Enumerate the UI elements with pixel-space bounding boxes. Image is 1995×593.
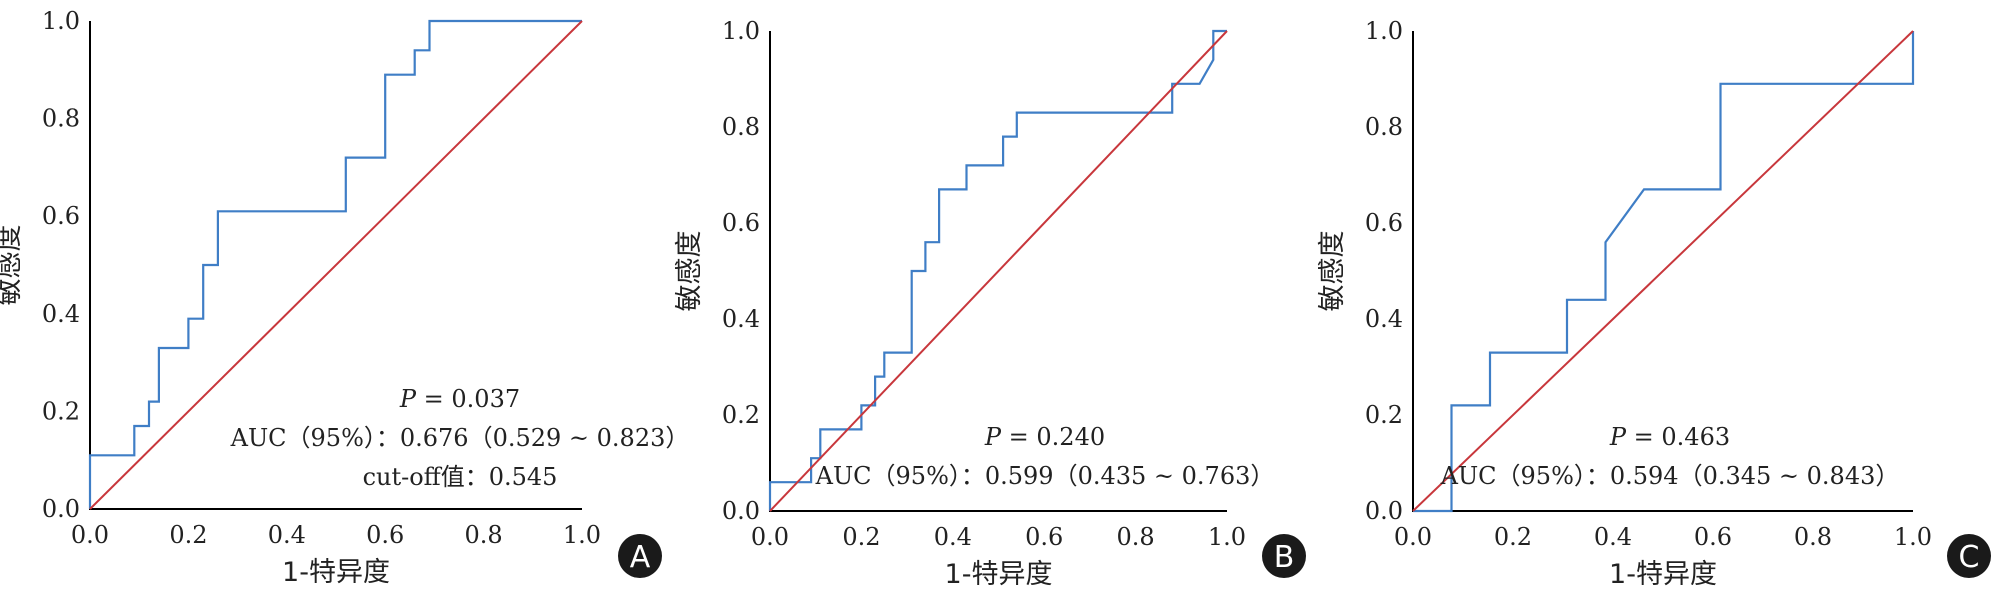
panel-b-ytick: 1.0 <box>722 17 760 45</box>
panel-b-xtick: 0.8 <box>1117 523 1155 551</box>
panel-c-badge: C <box>1947 534 1991 578</box>
panel-b-xtick: 1.0 <box>1208 523 1246 551</box>
panel-a-badge-circle <box>618 534 662 578</box>
panel-a: 0.0 0.2 0.4 0.6 0.8 1.0 0.0 0.2 0.4 0.6 … <box>0 7 689 588</box>
reference-diagonal-line <box>769 30 1228 512</box>
p-symbol: P <box>1609 423 1627 451</box>
panel-b-auc-label: AUC（95%）：0.599（0.435 ~ 0.763） <box>815 462 1275 490</box>
panel-a-p-value: P = 0.037 <box>399 385 520 413</box>
panel-b: 0.0 0.2 0.4 0.6 0.8 1.0 0.0 0.2 0.4 0.6 … <box>674 17 1306 590</box>
panel-a-plot-area <box>88 19 583 510</box>
panel-a-badge-letter: A <box>630 540 651 575</box>
panel-a-xtick: 0.0 <box>71 521 109 549</box>
panel-b-xtick: 0.4 <box>934 523 972 551</box>
panel-b-y-axis-label: 敏感度 <box>674 231 705 312</box>
panel-b-ytick: 0.8 <box>722 113 760 141</box>
panel-a-xtick: 0.4 <box>268 521 306 549</box>
panel-a-x-ticks: 0.0 0.2 0.4 0.6 0.8 1.0 <box>71 521 601 549</box>
p-symbol: P <box>984 423 1002 451</box>
panel-a-y-ticks: 0.0 0.2 0.4 0.6 0.8 1.0 <box>42 7 80 523</box>
panel-c-ytick: 0.6 <box>1365 209 1403 237</box>
panel-a-ytick: 0.4 <box>42 300 80 328</box>
panel-c-auc-label: AUC（95%）：0.594（0.345 ~ 0.843） <box>1440 462 1900 490</box>
panel-b-badge-circle <box>1262 534 1306 578</box>
panel-a-ytick: 0.0 <box>42 495 80 523</box>
panel-b-ytick: 0.6 <box>722 209 760 237</box>
panel-a-x-axis-label: 1-特异度 <box>282 557 390 588</box>
panel-c-ytick: 0.8 <box>1365 113 1403 141</box>
panel-c-x-axis-label: 1-特异度 <box>1609 559 1717 590</box>
panel-b-ytick: 0.0 <box>722 497 760 525</box>
panel-a-cutoff-label: cut-off值：0.545 <box>363 463 558 491</box>
panel-a-badge: A <box>618 534 662 578</box>
panel-b-y-ticks: 0.0 0.2 0.4 0.6 0.8 1.0 <box>722 17 760 525</box>
roc-curve <box>88 19 582 509</box>
panel-b-badge: B <box>1262 534 1306 578</box>
panel-c-xtick: 0.8 <box>1794 523 1832 551</box>
reference-diagonal-line <box>1412 30 1914 512</box>
p-value-text: = 0.463 <box>1626 423 1730 451</box>
panel-a-ytick: 0.2 <box>42 397 80 425</box>
panel-c-xtick: 1.0 <box>1894 523 1932 551</box>
panel-c-xtick: 0.4 <box>1594 523 1632 551</box>
panel-b-ytick: 0.2 <box>722 401 760 429</box>
roc-curve <box>1413 31 1915 513</box>
panel-a-ytick: 0.8 <box>42 105 80 133</box>
panel-c-ytick: 0.0 <box>1365 497 1403 525</box>
panel-a-xtick: 0.2 <box>169 521 207 549</box>
panel-b-xtick: 0.6 <box>1025 523 1063 551</box>
panel-c-badge-letter: C <box>1959 540 1980 575</box>
panel-a-ytick: 1.0 <box>42 7 80 35</box>
panel-b-xtick: 0.2 <box>842 523 880 551</box>
reference-diagonal-line <box>89 20 583 510</box>
panel-b-badge-letter: B <box>1274 540 1295 575</box>
p-symbol: P <box>399 385 417 413</box>
panel-b-ytick: 0.4 <box>722 305 760 333</box>
panel-c-ytick: 1.0 <box>1365 17 1403 45</box>
panel-c-xtick: 0.2 <box>1494 523 1532 551</box>
p-value-text: = 0.240 <box>1001 423 1105 451</box>
roc-curve <box>768 29 1227 511</box>
panel-b-x-axis-label: 1-特异度 <box>945 559 1053 590</box>
panel-a-auc-label: AUC（95%）：0.676（0.529 ~ 0.823） <box>230 424 690 452</box>
panel-b-xtick: 0.0 <box>751 523 789 551</box>
panel-c-ytick: 0.4 <box>1365 305 1403 333</box>
panel-b-x-ticks: 0.0 0.2 0.4 0.6 0.8 1.0 <box>751 523 1246 551</box>
panel-c-y-axis-label: 敏感度 <box>1317 231 1348 312</box>
panel-c-plot-area <box>1412 30 1915 513</box>
panel-c-xtick: 0.0 <box>1394 523 1432 551</box>
panel-a-ytick: 0.6 <box>42 202 80 230</box>
panel-c-p-value: P = 0.463 <box>1609 423 1730 451</box>
panel-c-ytick: 0.2 <box>1365 401 1403 429</box>
panel-c: 0.0 0.2 0.4 0.6 0.8 1.0 0.0 0.2 0.4 0.6 … <box>1317 17 1991 590</box>
panel-a-xtick: 0.8 <box>465 521 503 549</box>
panel-c-xtick: 0.6 <box>1694 523 1732 551</box>
panel-b-plot-area <box>768 29 1228 512</box>
panel-c-y-ticks: 0.0 0.2 0.4 0.6 0.8 1.0 <box>1365 17 1403 525</box>
p-value-text: = 0.037 <box>416 385 520 413</box>
panel-a-xtick: 1.0 <box>563 521 601 549</box>
panel-c-badge-circle <box>1947 534 1991 578</box>
panel-a-xtick: 0.6 <box>366 521 404 549</box>
panel-a-y-axis-label: 敏感度 <box>0 225 25 306</box>
panel-c-x-ticks: 0.0 0.2 0.4 0.6 0.8 1.0 <box>1394 523 1932 551</box>
panel-b-p-value: P = 0.240 <box>984 423 1105 451</box>
